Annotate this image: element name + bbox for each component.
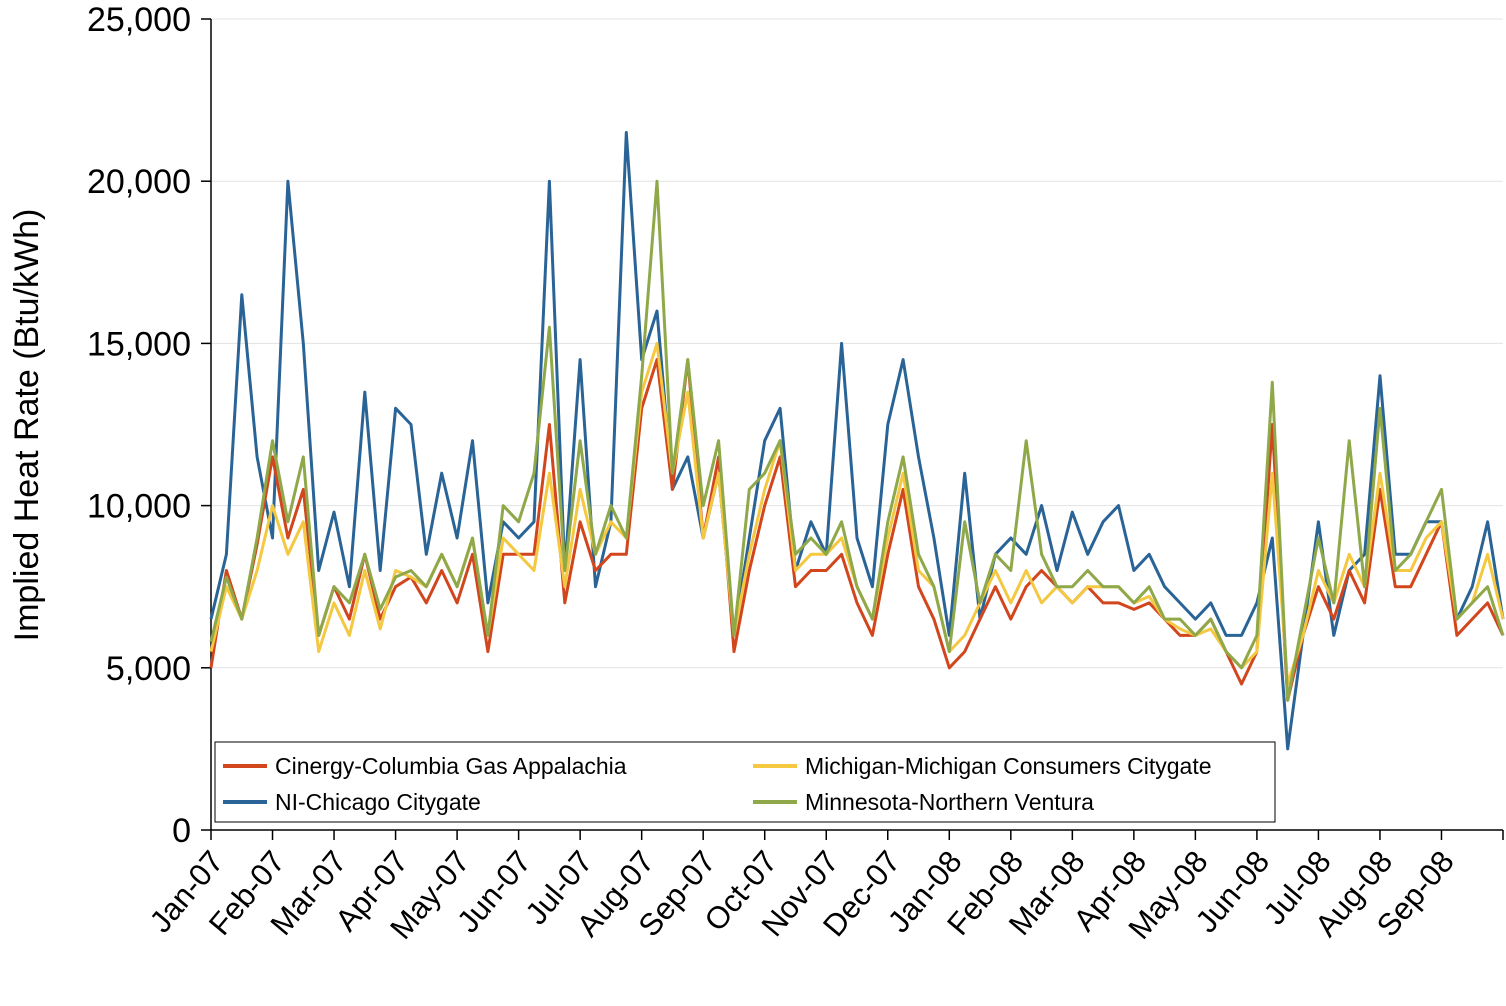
y-tick-label: 25,000 [87,1,191,39]
y-tick-label: 5,000 [106,650,191,688]
y-tick-label: 10,000 [87,488,191,526]
series-line [209,341,1505,686]
series-line [209,131,1505,751]
y-axis-title: Implied Heat Rate (Btu/kWh) [8,209,46,642]
y-tick-label: 0 [172,812,191,850]
series-line [209,179,1505,702]
y-tick-label: 15,000 [87,325,191,363]
legend-box [214,741,1276,823]
y-tick-label: 20,000 [87,163,191,201]
legend-label: Cinergy-Columbia Gas Appalachia [275,753,627,779]
legend-label: Minnesota-Northern Ventura [805,789,1094,815]
legend-label: NI-Chicago Citygate [275,789,481,815]
legend-label: Michigan-Michigan Consumers Citygate [805,753,1212,779]
